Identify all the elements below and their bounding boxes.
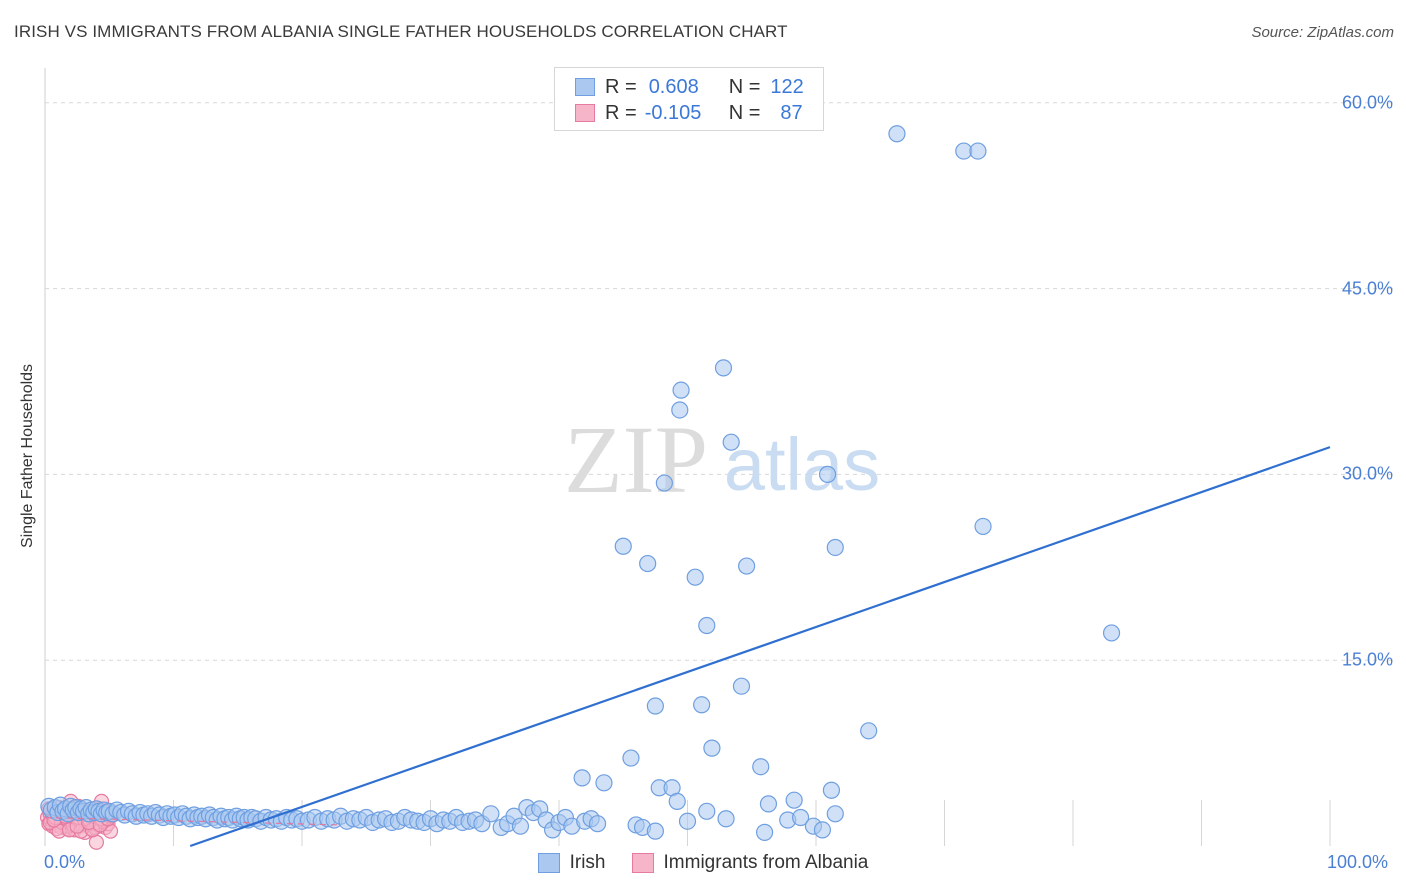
y-tick-label-1: 30.0% (1341, 463, 1393, 484)
albania-trend-line (44, 816, 341, 826)
irish-point-133 (639, 554, 657, 573)
irish-point-150 (818, 465, 837, 483)
irish-point-119 (698, 802, 716, 820)
legend-item-albania[interactable]: Immigrants from Albania (631, 852, 869, 874)
irish-point-151 (822, 781, 841, 799)
albania-n-label: N = (728, 101, 761, 124)
irish-point-126 (813, 821, 832, 839)
irish-point-141 (686, 568, 704, 586)
stats-row-albania: R = -0.105 N = 87 (575, 101, 803, 125)
legend: Irish Immigrants from Albania (0, 852, 1406, 874)
albania-n-value: 87 (780, 101, 803, 124)
irish-point-140 (678, 812, 697, 830)
irish-point-146 (722, 433, 740, 451)
irish-point-148 (738, 557, 756, 575)
stats-row-irish: R = 0.608 N = 122 (575, 75, 804, 99)
albania-swatch (575, 104, 595, 122)
legend-albania-label: Immigrants from Albania (663, 852, 869, 873)
albania-r-label: R = (605, 101, 637, 124)
irish-n-value: 122 (770, 75, 804, 98)
watermark-zip: ZIP (564, 406, 708, 513)
irish-point-120 (755, 823, 774, 841)
irish-point-145 (714, 359, 733, 377)
irish-point-129 (595, 774, 613, 792)
irish-point-134 (655, 474, 673, 492)
irish-point-123 (785, 791, 803, 809)
y-tick-label-2: 45.0% (1341, 278, 1393, 299)
irish-point-153 (860, 722, 878, 740)
irish-points (40, 125, 1121, 841)
irish-n-label: N = (728, 75, 761, 98)
irish-r-value: 0.608 (648, 75, 699, 98)
irish-swatch (575, 78, 595, 96)
irish-point-156 (969, 142, 987, 160)
irish-point-154 (888, 125, 906, 143)
watermark-atlas: atlas (724, 423, 880, 506)
legend-irish-label: Irish (569, 852, 606, 873)
irish-point-131 (646, 697, 664, 715)
y-tick-label-3: 60.0% (1341, 92, 1393, 113)
irish-point-118 (717, 810, 735, 828)
trend-lines (44, 446, 1331, 848)
irish-point-99 (482, 805, 500, 823)
grid-lines (44, 68, 1395, 846)
irish-point-143 (698, 616, 716, 635)
source-label: Source: ZipAtlas.com (1251, 24, 1394, 41)
irish-point-157 (974, 517, 992, 536)
irish-point-114 (588, 815, 607, 833)
irish-trend-line (189, 446, 1331, 848)
legend-irish-swatch (537, 853, 560, 873)
irish-point-149 (752, 758, 770, 776)
y-tick-label-0: 15.0% (1341, 649, 1393, 670)
chart-title: IRISH VS IMMIGRANTS FROM ALBANIA SINGLE … (14, 22, 788, 41)
irish-point-144 (703, 739, 721, 757)
legend-item-irish[interactable]: Irish (537, 852, 606, 874)
stats-box: R = 0.608 N = 122 R = -0.105 N = 87 (554, 67, 824, 131)
irish-point-138 (671, 401, 689, 419)
irish-point-130 (622, 749, 640, 767)
irish-point-158 (1102, 624, 1121, 642)
irish-r-label: R = (605, 75, 637, 98)
irish-point-137 (668, 792, 686, 811)
irish-point-139 (672, 381, 690, 399)
irish-point-152 (826, 538, 844, 557)
irish-point-124 (791, 808, 810, 827)
irish-point-142 (693, 696, 711, 714)
irish-point-121 (759, 795, 778, 813)
legend-albania-swatch (631, 853, 654, 873)
albania-r-value: -0.105 (644, 101, 702, 124)
x-tick-max: 100.0% (1327, 852, 1389, 872)
irish-point-147 (732, 677, 751, 695)
watermark: ZIP atlas (564, 406, 880, 513)
irish-point-128 (573, 769, 591, 787)
irish-point-117 (646, 822, 664, 840)
irish-point-103 (511, 817, 530, 835)
irish-point-132 (614, 537, 632, 555)
irish-point-127 (826, 805, 844, 823)
x-tick-min: 0.0% (44, 852, 86, 872)
